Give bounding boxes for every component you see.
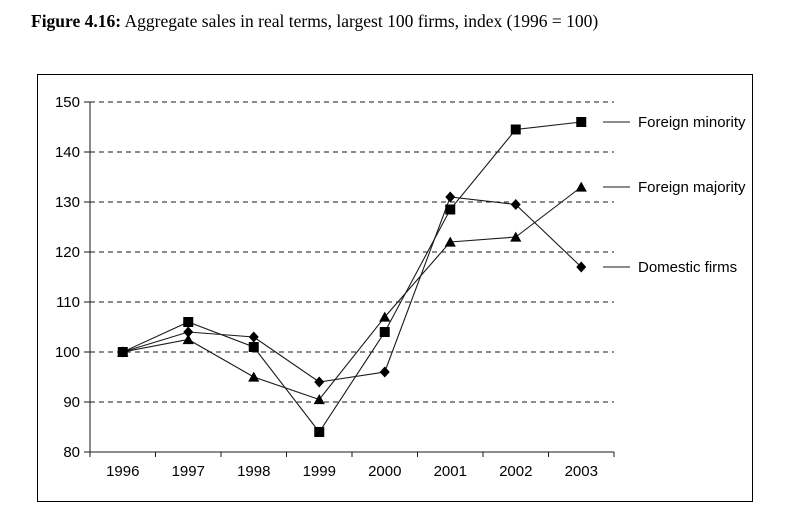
y-axis-tick-label: 120 [55,244,80,261]
x-axis-tick-label: 1996 [106,463,139,480]
marker-diamond-domestic-firms [183,326,194,338]
figure-title: Figure 4.16: Aggregate sales in real ter… [31,11,598,32]
series-line-foreign-majority [122,186,582,401]
marker-diamond-domestic-firms [379,366,390,378]
y-axis-tick-label: 150 [55,94,80,111]
marker-triangle-foreign-majority [510,231,522,242]
x-axis-tick-label: 2001 [434,463,467,480]
y-axis-tick-label: 80 [63,444,80,461]
marker-diamond-domestic-firms [445,191,456,203]
marker-triangle-foreign-majority [248,371,260,382]
marker-square-foreign-minority [576,117,587,127]
y-axis-tick-label: 100 [55,344,80,361]
series-line-foreign-minority [122,121,582,433]
marker-square-foreign-minority [248,342,259,352]
x-axis-tick-label: 2003 [565,463,598,480]
chart-frame: 150 140 130 120 110 100 90 80 1996 1997 1998 1999 20… [37,74,753,502]
marker-triangle-foreign-majority [313,394,325,405]
legend-label-foreign-minority: Foreign minority [638,114,746,131]
y-axis-tick-label: 90 [63,394,80,411]
marker-triangle-foreign-majority [182,334,194,345]
x-axis-tick-label: 1999 [303,463,336,480]
figure-number: Figure 4.16: [31,11,122,31]
x-axis-tick-label: 1998 [237,463,270,480]
marker-diamond-domestic-firms [117,346,128,358]
marker-triangle-foreign-majority [575,181,587,192]
series-line-domestic-firms [122,196,582,383]
marker-diamond-domestic-firms [248,331,259,343]
marker-square-foreign-minority [314,427,325,437]
marker-square-foreign-minority [510,124,521,135]
x-axis-tick-label: 2002 [499,463,532,480]
marker-triangle-foreign-majority [444,236,456,247]
y-axis-tick-label: 110 [56,294,80,311]
marker-square-foreign-minority [183,317,194,327]
marker-diamond-domestic-firms [510,199,521,210]
marker-triangle-foreign-majority [379,311,391,322]
marker-diamond-domestic-firms [576,261,587,273]
y-axis-tick-label: 140 [55,144,80,161]
line-chart: 150 140 130 120 110 100 90 80 1996 1997 1998 1999 20… [55,94,746,480]
x-axis-tick-label: 2000 [368,463,401,480]
figure-caption: Aggregate sales in real terms, largest 1… [121,11,599,31]
marker-diamond-domestic-firms [314,376,325,388]
y-axis-tick-label: 130 [55,194,80,211]
x-axis-tick-label: 1997 [172,463,205,480]
marker-square-foreign-minority [445,204,456,215]
legend-label-foreign-majority: Foreign majority [638,179,746,196]
legend-label-domestic-firms: Domestic firms [638,259,737,276]
marker-square-foreign-minority [379,327,390,337]
